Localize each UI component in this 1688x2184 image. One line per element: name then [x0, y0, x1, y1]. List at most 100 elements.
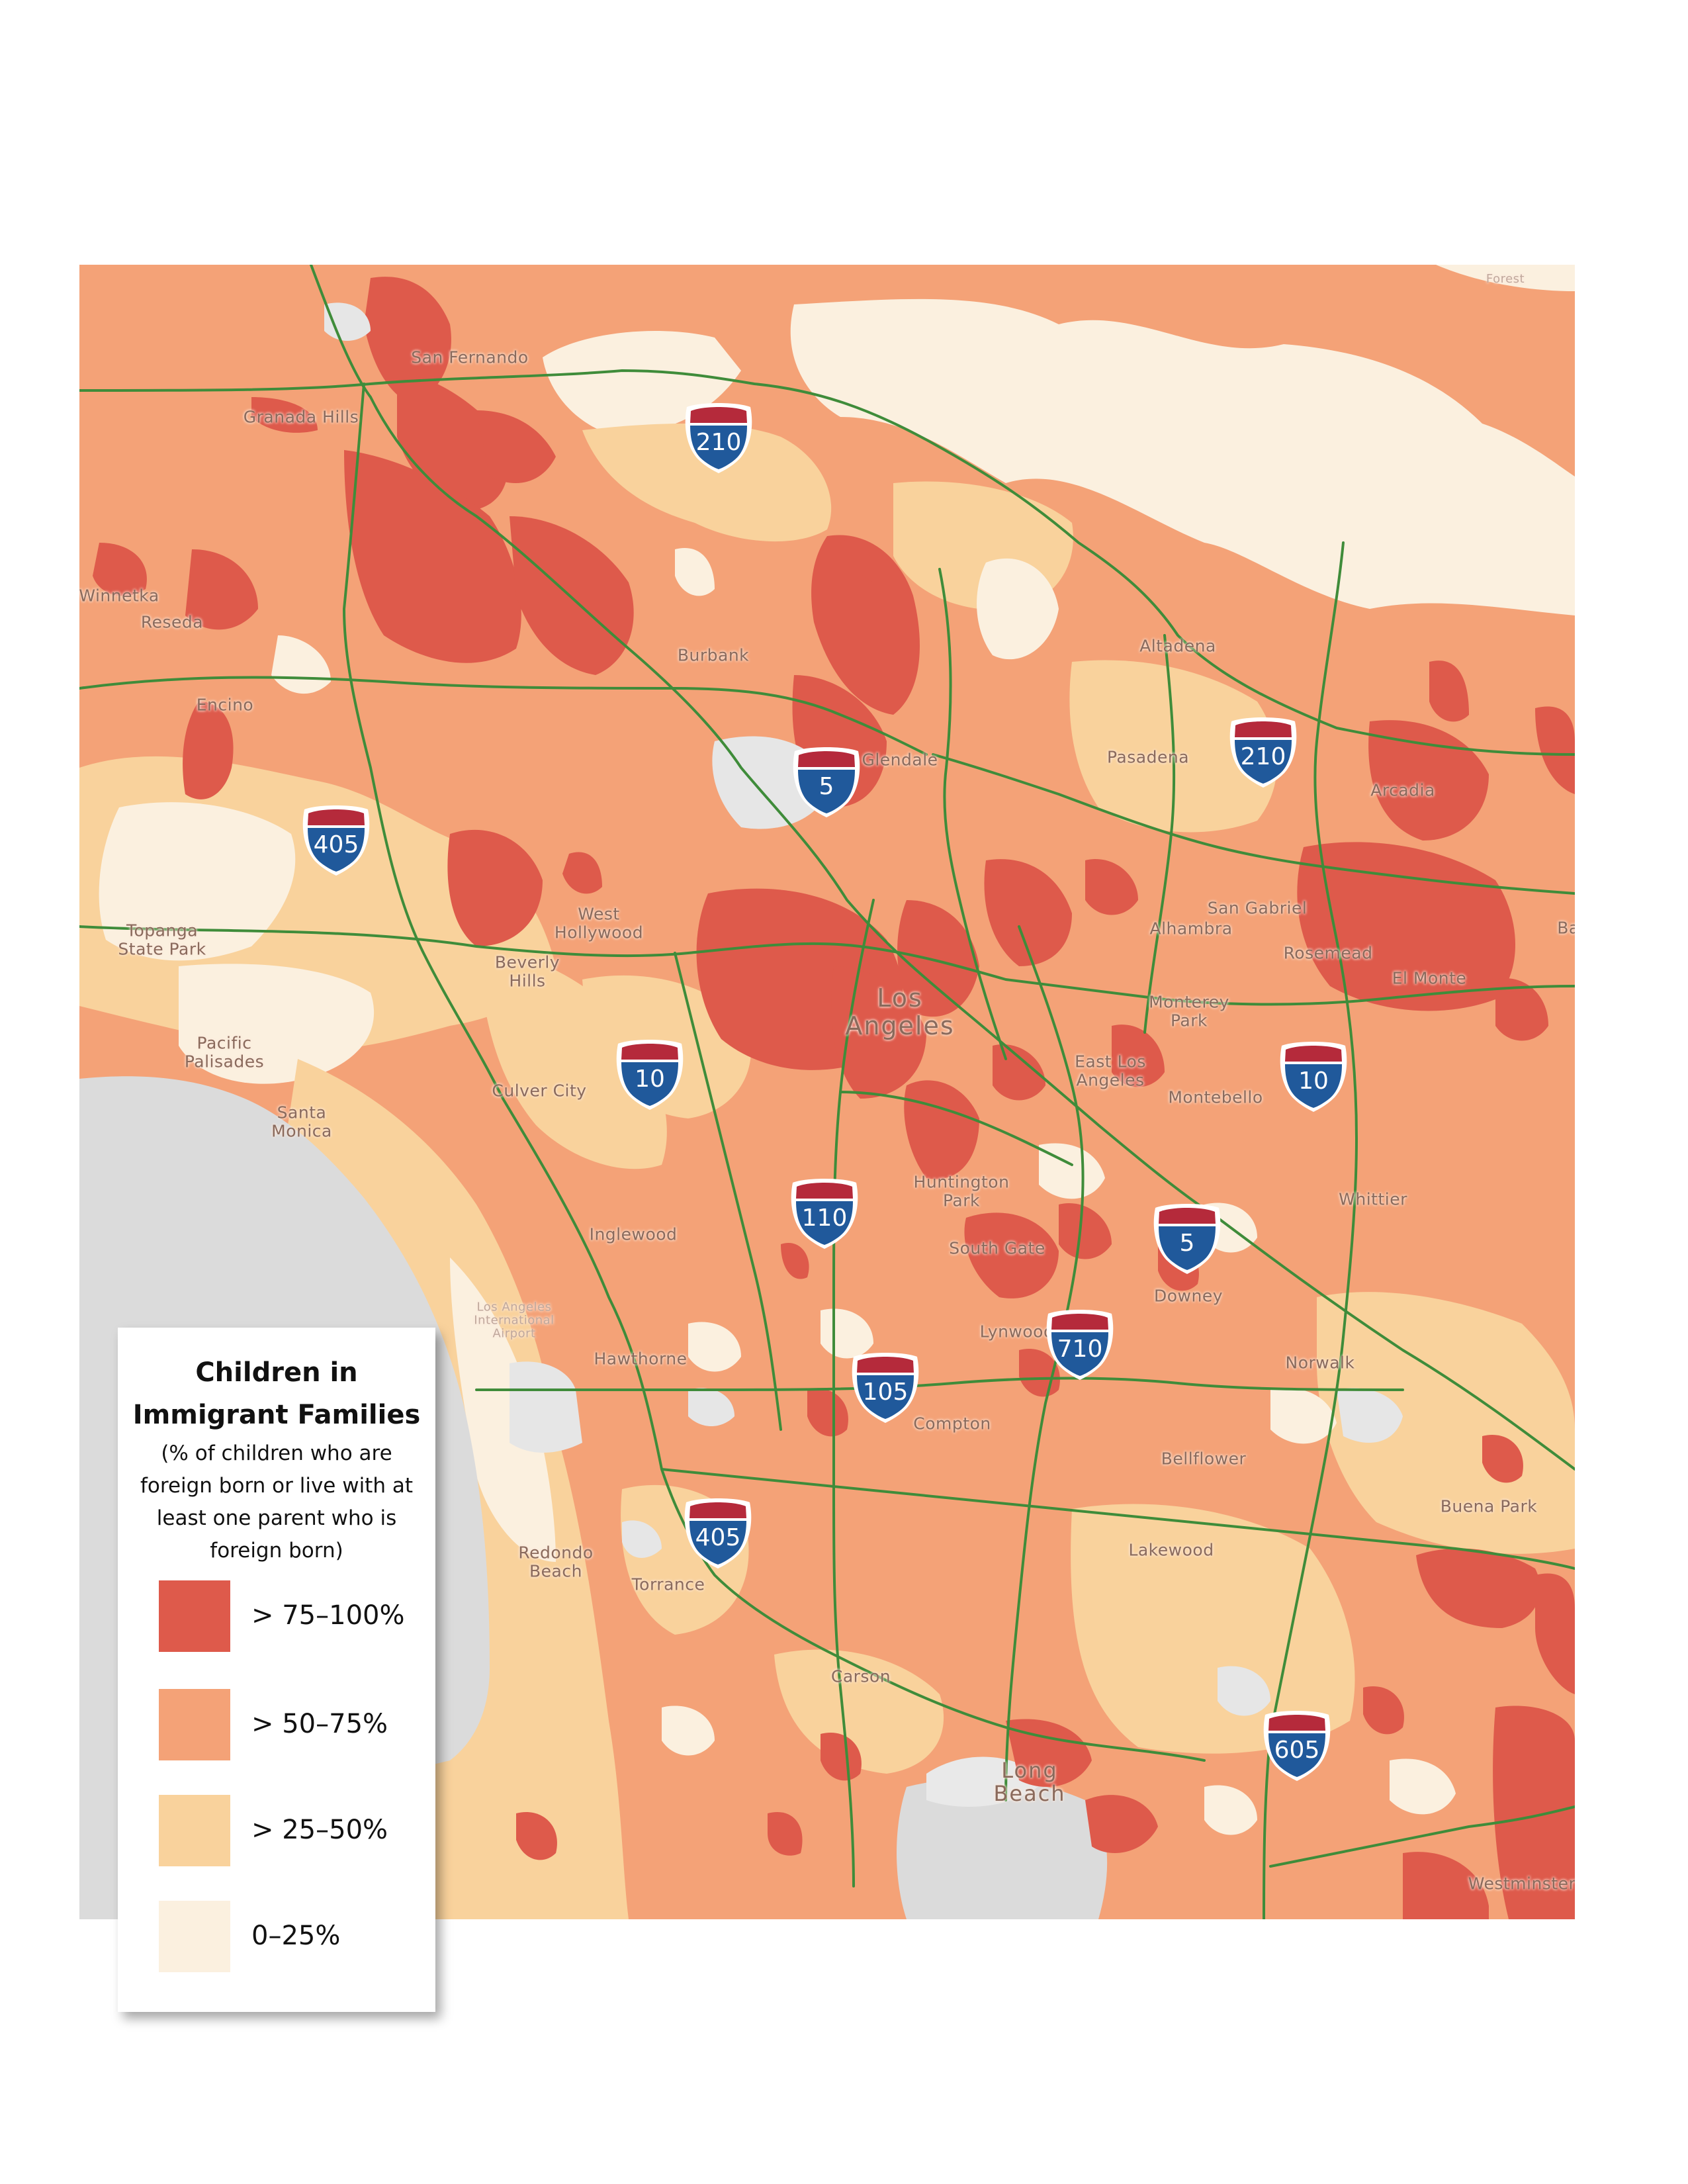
place-label: Inglewood — [589, 1224, 678, 1244]
harbor — [897, 1778, 1108, 1919]
interstate-shield-number: 5 — [1179, 1230, 1195, 1257]
place-label: Topanga State Park — [118, 921, 206, 958]
interstate-shield: 10 — [1275, 1039, 1352, 1112]
interstate-shield-number: 110 — [801, 1205, 848, 1232]
place-label: Redondo Beach — [518, 1543, 594, 1580]
place-label: Winnetka — [79, 586, 159, 606]
interstate-shield-icon — [793, 747, 860, 817]
place-label: Glendale — [862, 750, 938, 770]
legend-swatch — [159, 1580, 230, 1652]
place-label: Reseda — [140, 612, 204, 632]
place-label: Huntington Park — [913, 1172, 1010, 1210]
place-label: Bellflower — [1161, 1449, 1247, 1469]
place-label: Pasadena — [1106, 747, 1190, 767]
place-label-los-angeles: Los Angeles — [845, 983, 955, 1040]
legend-item: > 25–50% — [159, 1795, 410, 1868]
place-label: Buena Park — [1440, 1496, 1538, 1516]
legend-item: > 50–75% — [159, 1689, 410, 1762]
interstate-shield: 210 — [680, 400, 757, 473]
interstate-shield: 405 — [298, 803, 375, 876]
palisades-low — [179, 964, 375, 1084]
low-share-areas — [271, 548, 1456, 1835]
interstate-shield-icon — [616, 1040, 684, 1110]
place-label: Arcadia — [1370, 780, 1435, 800]
place-label: Alhambra — [1149, 919, 1233, 938]
legend-item: 0–25% — [159, 1901, 410, 1974]
mountain-area-3 — [582, 424, 832, 542]
interstate-shield-number: 210 — [1240, 743, 1286, 770]
legend-label: 0–25% — [251, 1921, 341, 1951]
beach-cities — [450, 1257, 556, 1562]
interstate-shield-icon — [1046, 1310, 1114, 1380]
interstate-shield-number: 405 — [313, 831, 359, 858]
interstate-shield-icon — [684, 1498, 752, 1569]
interstate-shield: 605 — [1259, 1708, 1335, 1781]
interstate-shield-icon — [1229, 717, 1297, 788]
interstate-shield: 710 — [1042, 1307, 1118, 1380]
interstate-shield: 105 — [847, 1350, 924, 1423]
place-label: Montebello — [1168, 1087, 1263, 1107]
interstate-shield-icon — [791, 1179, 858, 1249]
place-label: Encino — [196, 695, 254, 715]
place-label-long-beach: Long Beach — [993, 1757, 1066, 1806]
legend-title: Children in Immigrant Families — [132, 1357, 421, 1430]
place-label: Culver City — [492, 1081, 587, 1101]
place-label: Monterey Park — [1149, 992, 1229, 1030]
interstate-shield-number: 405 — [695, 1524, 741, 1551]
place-label: Compton — [913, 1414, 991, 1433]
interstate-shield-icon — [685, 403, 752, 473]
place-label: East Los Angeles — [1075, 1052, 1146, 1089]
place-label: Rosemead — [1283, 943, 1373, 963]
interstate-shield-number: 210 — [695, 429, 742, 456]
place-label: Torrance — [631, 1574, 705, 1594]
legend-swatch — [159, 1795, 230, 1866]
place-label: Granada Hills — [243, 407, 359, 427]
interstate-shield-icon — [852, 1353, 919, 1423]
place-label: Norwalk — [1285, 1353, 1355, 1373]
interstate-shield-icon — [302, 805, 370, 876]
interstate-shield-number: 10 — [635, 1066, 665, 1093]
mountain-area — [790, 298, 1575, 615]
high-share-areas — [93, 277, 1575, 1919]
place-label-lax: Los Angeles International Airport — [474, 1300, 555, 1340]
interstate-shield-number: 10 — [1298, 1068, 1329, 1095]
place-label: Downey — [1153, 1286, 1223, 1306]
interstate-shield: 5 — [1149, 1201, 1225, 1274]
legend-label: > 25–50% — [251, 1815, 388, 1845]
place-label: San Fernando — [411, 347, 529, 367]
legend-item: > 75–100% — [159, 1580, 410, 1653]
forest-top-right — [1436, 265, 1575, 291]
interstate-shield-icon — [1280, 1042, 1347, 1112]
choropleth-map[interactable]: San Fernando Granada Hills Winnetka Rese… — [79, 265, 1575, 1919]
place-label: Altadena — [1139, 636, 1216, 656]
interstate-shield: 405 — [680, 1496, 756, 1569]
place-label: Ba — [1557, 918, 1575, 938]
legend-label: > 50–75% — [251, 1709, 388, 1739]
place-label: Lakewood — [1128, 1540, 1214, 1560]
carson-moderate — [774, 1649, 944, 1774]
harbor-port — [926, 1756, 1045, 1807]
legend-swatch — [159, 1901, 230, 1972]
legend-swatch — [159, 1689, 230, 1760]
place-label: Pacific Palisades — [184, 1033, 265, 1071]
place-label: Whittier — [1339, 1189, 1407, 1209]
unpopulated-areas — [324, 302, 1403, 1716]
place-label: San Gabriel — [1207, 898, 1308, 918]
place-label: Santa Monica — [271, 1103, 332, 1140]
place-label: South Gate — [949, 1238, 1045, 1258]
place-label: Carson — [830, 1666, 891, 1686]
place-label: Westminster — [1468, 1874, 1575, 1893]
interstate-shield: 210 — [1225, 715, 1302, 788]
place-label: Lynwood — [979, 1322, 1055, 1342]
interstate-shield-icon — [1153, 1204, 1221, 1274]
west-la-moderate — [476, 940, 667, 1169]
place-label-forest: Forest — [1486, 272, 1525, 287]
interstate-shield-number: 710 — [1057, 1336, 1103, 1363]
interstate-shield-number: 105 — [862, 1379, 909, 1406]
interstate-shield: 5 — [788, 745, 865, 817]
legend-label: > 75–100% — [251, 1600, 405, 1631]
interstate-shield: 110 — [786, 1176, 863, 1249]
topanga-park — [99, 802, 296, 961]
place-label: West Hollywood — [554, 904, 644, 942]
lakewood-moderate — [1071, 1504, 1355, 1754]
